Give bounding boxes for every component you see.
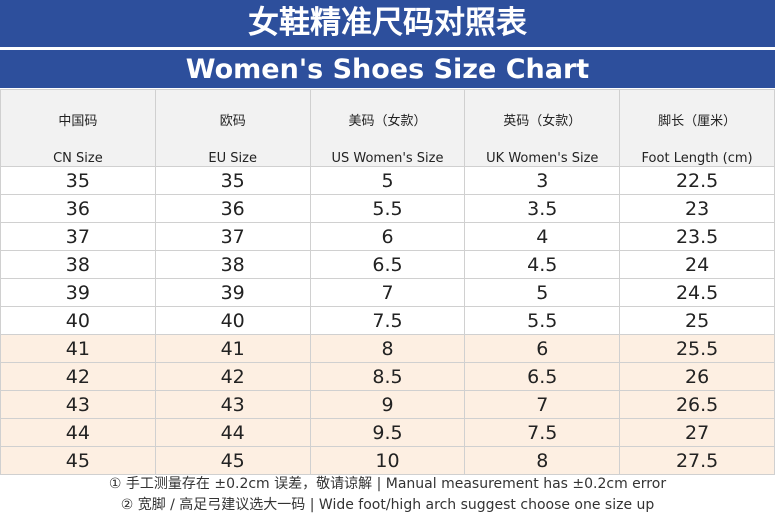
table-cell: 22.5: [619, 166, 775, 195]
header-en: US Women's Size: [331, 151, 444, 166]
table-cell: 4: [464, 222, 621, 251]
table-cell: 42: [0, 362, 156, 391]
header-cell: 英码（女款） UK Women's Size: [464, 89, 621, 167]
table-cell: 25.5: [619, 334, 775, 363]
table-cell: 43: [154, 390, 311, 419]
table-cell: 8.5: [309, 362, 466, 391]
table-cell: 23: [619, 194, 775, 223]
table-cell: 44: [154, 418, 311, 447]
table-cell: 6.5: [309, 250, 466, 279]
table-row: 45 45 10 8 27.5: [0, 446, 775, 475]
header-zh: 美码（女款）: [348, 114, 427, 129]
table-cell: 44: [0, 418, 156, 447]
table-cell: 37: [0, 222, 156, 251]
header-zh: 英码（女款）: [503, 114, 582, 129]
header-en: CN Size: [53, 151, 103, 166]
table-cell: 5: [464, 278, 621, 307]
table-cell: 8: [309, 334, 466, 363]
table-cell: 24.5: [619, 278, 775, 307]
table-cell: 9: [309, 390, 466, 419]
subtitle: Women's Shoes Size Chart: [0, 50, 775, 88]
table-cell: 43: [0, 390, 156, 419]
table-cell: 6: [309, 222, 466, 251]
header-row: 中国码 CN Size 欧码 EU Size 美码（女款） US Women's Size…: [0, 89, 775, 167]
table-cell: 24: [619, 250, 775, 279]
table-cell: 3: [464, 166, 621, 195]
table-cell: 7: [309, 278, 466, 307]
table-cell: 38: [154, 250, 311, 279]
table-row: 44 44 9.5 7.5 27: [0, 418, 775, 447]
table-cell: 26.5: [619, 390, 775, 419]
table-cell: 41: [0, 334, 156, 363]
table-row: 38 38 6.5 4.5 24: [0, 250, 775, 279]
table-row: 41 41 8 6 25.5: [0, 334, 775, 363]
notes: ① 手工测量存在 ±0.2cm 误差，敬请谅解 | Manual measure…: [0, 474, 775, 516]
header-cell: 美码（女款） US Women's Size: [309, 89, 466, 167]
header-zh: 脚长（厘米）: [658, 114, 737, 129]
header-en: EU Size: [208, 151, 257, 166]
table-row: 43 43 9 7 26.5: [0, 390, 775, 419]
table-cell: 45: [154, 446, 311, 475]
table-cell: 27.5: [619, 446, 775, 475]
header-cell: 中国码 CN Size: [0, 89, 156, 167]
header-zh: 中国码: [58, 114, 98, 129]
table-cell: 38: [0, 250, 156, 279]
table-cell: 26: [619, 362, 775, 391]
table-cell: 6.5: [464, 362, 621, 391]
table-cell: 41: [154, 334, 311, 363]
note: ① 手工测量存在 ±0.2cm 误差，敬请谅解 | Manual measure…: [108, 476, 667, 492]
title: 女鞋精准尺码对照表: [0, 0, 775, 47]
table-cell: 36: [154, 194, 311, 223]
table-cell: 25: [619, 306, 775, 335]
table-cell: 35: [0, 166, 156, 195]
table-cell: 42: [154, 362, 311, 391]
table-cell: 8: [464, 446, 621, 475]
table-cell: 5.5: [464, 306, 621, 335]
table-cell: 35: [154, 166, 311, 195]
table-cell: 4.5: [464, 250, 621, 279]
table-cell: 27: [619, 418, 775, 447]
table-cell: 39: [0, 278, 156, 307]
header-en: UK Women's Size: [486, 151, 599, 166]
table-cell: 9.5: [309, 418, 466, 447]
note: ② 宽脚 / 高足弓建议选大一码 | Wide foot/high arch s…: [120, 497, 655, 513]
table-cell: 23.5: [619, 222, 775, 251]
table-cell: 45: [0, 446, 156, 475]
table-row: 42 42 8.5 6.5 26: [0, 362, 775, 391]
table-row: 40 40 7.5 5.5 25: [0, 306, 775, 335]
table-cell: 40: [0, 306, 156, 335]
header-cell: 欧码 EU Size: [154, 89, 311, 167]
table-cell: 6: [464, 334, 621, 363]
table-cell: 39: [154, 278, 311, 307]
table-cell: 40: [154, 306, 311, 335]
table-cell: 5: [309, 166, 466, 195]
header-cell: 脚长（厘米） Foot Length (cm): [619, 89, 775, 167]
table-row: 36 36 5.5 3.5 23: [0, 194, 775, 223]
table-body: 35 35 5 3 22.5 36 36 5.5 3.5 23 37 37 6 4 23.5 38 38 6.5 4…: [0, 166, 775, 475]
table-cell: 7.5: [464, 418, 621, 447]
table-row: 35 35 5 3 22.5: [0, 166, 775, 195]
table-cell: 36: [0, 194, 156, 223]
table-header: 中国码 CN Size 欧码 EU Size 美码（女款） US Women's Size…: [0, 89, 775, 167]
table-row: 37 37 6 4 23.5: [0, 222, 775, 251]
table-row: 39 39 7 5 24.5: [0, 278, 775, 307]
table-cell: 10: [309, 446, 466, 475]
table-cell: 7.5: [309, 306, 466, 335]
table-cell: 37: [154, 222, 311, 251]
table-cell: 3.5: [464, 194, 621, 223]
header-zh: 欧码: [219, 114, 246, 129]
table-cell: 7: [464, 390, 621, 419]
header-en: Foot Length (cm): [641, 151, 753, 166]
table-cell: 5.5: [309, 194, 466, 223]
size-table: 中国码 CN Size 欧码 EU Size 美码（女款） US Women's Size…: [0, 89, 775, 475]
